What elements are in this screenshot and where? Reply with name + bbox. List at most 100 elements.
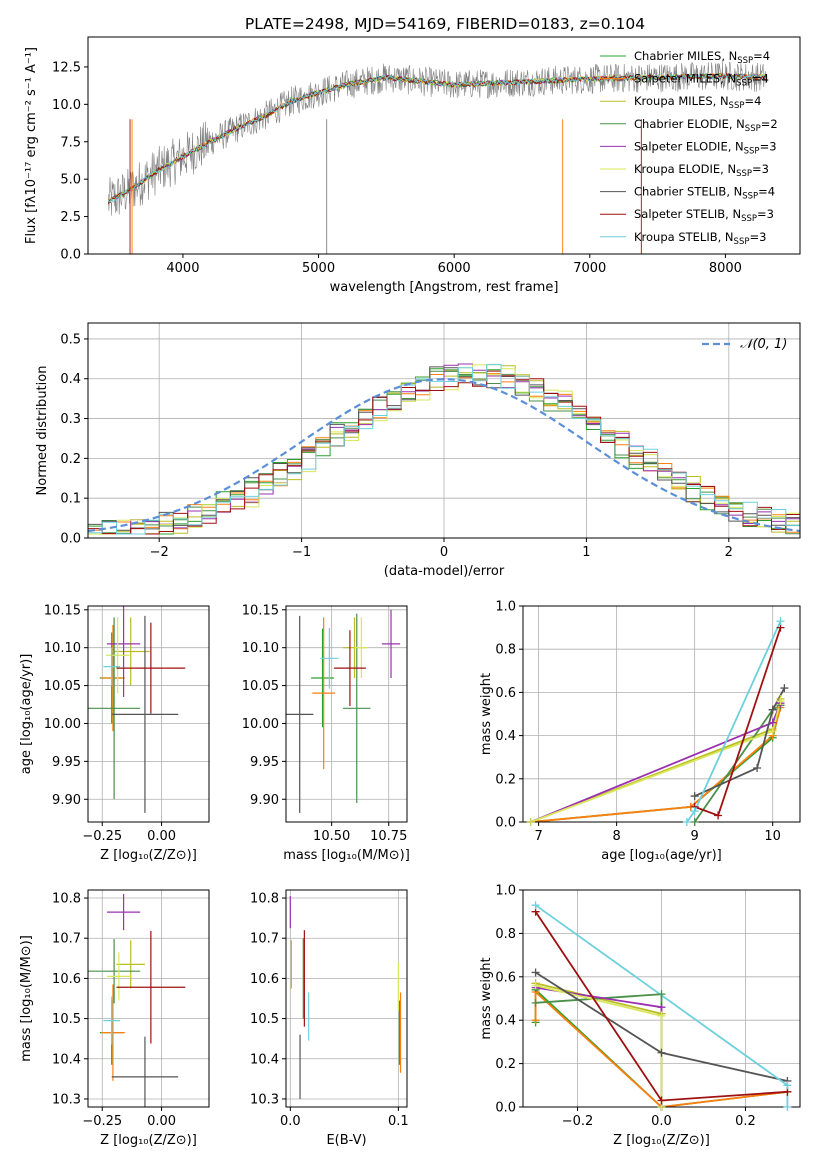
x-tick-label: 0.1 bbox=[388, 1114, 409, 1129]
legend-label-2: Salpeter MILES, NSSP=4 bbox=[634, 72, 769, 89]
legend-label-6: Kroupa ELODIE, NSSP=3 bbox=[634, 162, 769, 179]
plot-area-residuals bbox=[88, 363, 800, 535]
spectrum-model-8 bbox=[107, 72, 767, 205]
y-tick-label: 0.4 bbox=[495, 729, 516, 744]
figure-title: PLATE=2498, MJD=54169, FIBERID=0183, z=0… bbox=[245, 15, 645, 33]
x-tick-label: 9 bbox=[691, 829, 699, 844]
weight-marker-6 bbox=[531, 981, 540, 990]
weight-marker-4 bbox=[531, 998, 540, 1007]
y-axis-label: Normed distribution bbox=[35, 366, 50, 496]
weight-marker-6 bbox=[526, 818, 535, 826]
y-tick-label: 0.2 bbox=[60, 452, 81, 467]
weight-marker-7 bbox=[531, 968, 540, 977]
x-tick-label: 6000 bbox=[438, 261, 471, 276]
x-tick-label: 1 bbox=[582, 545, 590, 560]
y-axis-label: mass weight bbox=[479, 673, 494, 755]
x-tick-label: 0.2 bbox=[735, 1114, 756, 1129]
x-tick-label: 5000 bbox=[302, 261, 335, 276]
residual-histogram-5 bbox=[88, 363, 800, 535]
weight-line-4 bbox=[693, 704, 781, 822]
x-axis-label: wavelength [Angstrom, rest frame] bbox=[330, 280, 559, 295]
y-tick-label: 9.95 bbox=[52, 755, 81, 770]
x-axis-label: E(B-V) bbox=[326, 1133, 366, 1148]
x-axis-label: mass [log₁₀(M/M⊙)] bbox=[283, 848, 410, 863]
residual-histogram-8 bbox=[88, 370, 800, 535]
plot-area-age_vs_Z bbox=[88, 606, 186, 813]
y-axis-label: age [log₁₀(age/yr)] bbox=[19, 654, 34, 775]
y-tick-label: 12.5 bbox=[52, 60, 81, 75]
weight-marker-7 bbox=[657, 1048, 666, 1057]
y-tick-label: 0.8 bbox=[495, 927, 516, 942]
y-tick-label: 0.0 bbox=[495, 816, 516, 831]
spectrum-model-2 bbox=[108, 72, 767, 201]
axes-frame bbox=[87, 36, 801, 255]
y-tick-label: 10.00 bbox=[242, 717, 279, 732]
weight-marker-8 bbox=[657, 1096, 666, 1105]
panel-spectrum: 4000 5000 6000 7000 8000 0.0 2.5 5.0 7.5 10.0 12.5… bbox=[24, 36, 801, 295]
y-axis-label: mass [log₁₀(M/M⊙)] bbox=[19, 935, 34, 1062]
y-tick-label: 10.15 bbox=[242, 603, 279, 618]
x-tick-label: −0.25 bbox=[82, 829, 122, 844]
x-tick-label: 0 bbox=[440, 545, 448, 560]
legend-label-8: Salpeter STELIB, NSSP=3 bbox=[634, 207, 774, 224]
y-tick-label: 10.10 bbox=[242, 641, 279, 656]
weight-marker-7 bbox=[690, 792, 699, 801]
weight-marker-7 bbox=[753, 764, 762, 772]
x-tick-label: 7 bbox=[534, 829, 542, 844]
x-axis-label: Z [log₁₀(Z/Z⊙)] bbox=[100, 848, 197, 863]
weight-line-2 bbox=[530, 707, 782, 822]
y-tick-label: 10.05 bbox=[242, 679, 279, 694]
y-tick-label: 10.8 bbox=[250, 892, 279, 907]
y-tick-label: 10.15 bbox=[44, 603, 81, 618]
spectrum-legend: Chabrier MILES, NSSP=4 Salpeter MILES, NS… bbox=[600, 49, 778, 247]
y-tick-label: 0.6 bbox=[495, 970, 516, 985]
weight-marker-7 bbox=[780, 684, 789, 693]
y-tick-label: 0.1 bbox=[60, 492, 81, 507]
y-tick-label: 10.00 bbox=[44, 717, 81, 732]
y-tick-label: 1.0 bbox=[495, 884, 516, 899]
x-tick-label: −1 bbox=[292, 545, 311, 560]
x-tick-label: −2 bbox=[150, 545, 169, 560]
panel-weight_vs_age: 7 8 9 10 0.0 0.2 0.4 0.6 0.8 1.0 age [log₁₀(age/yr… bbox=[479, 600, 801, 863]
weight-marker-4 bbox=[657, 990, 666, 999]
axes-frame bbox=[87, 322, 801, 539]
x-axis-label: Z [log₁₀(Z/Z⊙)] bbox=[613, 1133, 710, 1148]
y-tick-label: 0.4 bbox=[495, 1014, 516, 1029]
x-tick-label: −0.2 bbox=[562, 1114, 594, 1129]
plot-area-weight_vs_age bbox=[530, 620, 786, 822]
y-tick-label: 0.2 bbox=[495, 772, 516, 787]
x-tick-label: 8 bbox=[612, 829, 620, 844]
weight-marker-2 bbox=[531, 1016, 540, 1025]
legend-label-5: Salpeter ELODIE, NSSP=3 bbox=[634, 139, 777, 156]
x-tick-label: 0.0 bbox=[651, 1114, 672, 1129]
y-tick-label: 10.8 bbox=[52, 892, 81, 907]
spectrum-model-9 bbox=[108, 73, 767, 203]
x-tick-label: −0.25 bbox=[82, 1114, 122, 1129]
weight-marker-9 bbox=[776, 617, 785, 626]
x-tick-label: 10.50 bbox=[313, 829, 350, 844]
y-tick-label: 0.8 bbox=[495, 643, 516, 658]
residual-histogram-9 bbox=[88, 364, 800, 535]
plot-area-age_vs_mass bbox=[286, 609, 401, 813]
panel-mass_vs_Z: −0.25 0.00 10.3 10.4 10.5 10.6 10.7 10.8 Z [log₁… bbox=[19, 889, 210, 1148]
y-tick-label: 9.90 bbox=[250, 793, 279, 808]
y-tick-label: 7.5 bbox=[60, 135, 81, 150]
y-tick-label: 0.0 bbox=[495, 1101, 516, 1116]
weight-marker-4 bbox=[690, 818, 699, 826]
y-tick-label: 10.7 bbox=[52, 932, 81, 947]
weight-marker-9 bbox=[783, 1081, 792, 1090]
legend-label-7: Chabrier STELIB, NSSP=4 bbox=[634, 185, 775, 202]
weight-line-1 bbox=[530, 705, 782, 822]
y-tick-label: 10.7 bbox=[250, 932, 279, 947]
x-tick-label: 7000 bbox=[573, 261, 606, 276]
panel-weight_vs_Z: −0.2 0.0 0.2 0.0 0.2 0.4 0.6 0.8 1.0 Z [log₁₀(Z/Z… bbox=[479, 884, 801, 1148]
y-tick-label: 2.5 bbox=[60, 210, 81, 225]
weight-marker-9 bbox=[531, 901, 540, 910]
y-tick-label: 10.0 bbox=[52, 98, 81, 113]
x-tick-label: 10.75 bbox=[370, 829, 407, 844]
residual-histogram-7 bbox=[88, 366, 800, 531]
weight-line-8 bbox=[694, 627, 782, 817]
y-tick-label: 10.5 bbox=[250, 1012, 279, 1027]
y-axis-label: Flux [fλ10⁻¹⁷ erg cm⁻² s⁻¹ A⁻¹] bbox=[24, 47, 39, 244]
legend-label-normal: 𝒩(0, 1) bbox=[740, 337, 787, 352]
